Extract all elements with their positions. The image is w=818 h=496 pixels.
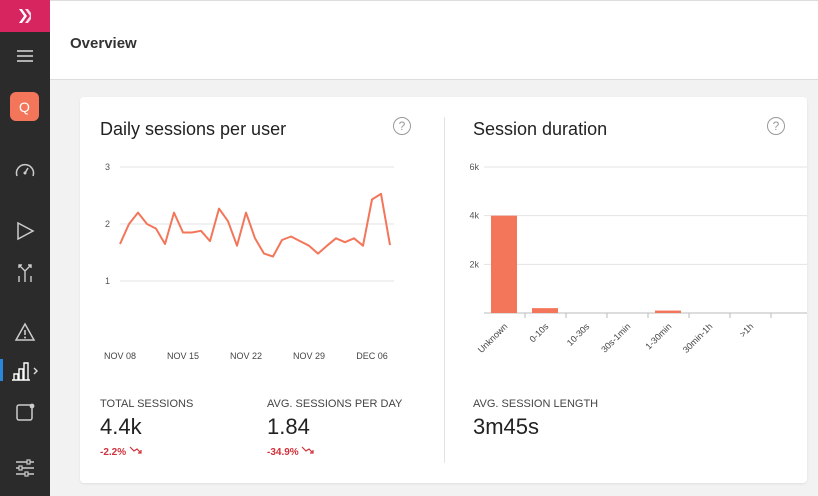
y-tick-label: 3	[105, 162, 110, 172]
avg-session-length-label: AVG. SESSION LENGTH	[473, 398, 599, 410]
x-tick-label: 1-30min	[643, 321, 673, 351]
daily-sessions-title: Daily sessions per user	[100, 119, 287, 139]
x-tick-label: NOV 22	[230, 351, 262, 361]
avatar[interactable]: Q	[10, 92, 39, 121]
top-bar: Overview	[50, 0, 818, 80]
y-tick-label: 6k	[469, 162, 479, 172]
x-tick-label: >1h	[738, 321, 756, 339]
active-indicator	[0, 359, 3, 381]
panel-icon[interactable]	[0, 397, 50, 427]
x-tick-label: 30s-1min	[599, 321, 632, 354]
logo-icon[interactable]	[0, 0, 50, 32]
split-icon[interactable]	[0, 258, 50, 288]
avg-sessions-change: -34.9%	[267, 445, 315, 458]
panel-divider	[444, 117, 445, 463]
menu-icon[interactable]	[0, 41, 50, 71]
series-line	[119, 192, 391, 258]
sidebar: Q	[0, 0, 50, 496]
y-tick-label: 2	[105, 219, 110, 229]
page-title: Overview	[70, 35, 137, 52]
avg-sessions-change-value: -34.9%	[267, 447, 299, 458]
bar	[655, 310, 681, 313]
sliders-icon[interactable]	[0, 453, 50, 483]
x-tick-label: NOV 15	[167, 351, 199, 361]
x-tick-label: 10-30s	[565, 321, 592, 348]
total-sessions-change-value: -2.2%	[100, 447, 127, 458]
trend-down-icon	[302, 446, 315, 454]
total-sessions-label: TOTAL SESSIONS	[100, 398, 194, 410]
overview-card: Daily sessions per user ? 1 2 3 NOV 08 NOV 1…	[80, 97, 807, 483]
avg-session-length-value: 3m45s	[473, 414, 540, 439]
x-tick-label: Unknown	[476, 321, 510, 355]
bar-chart-icon[interactable]	[0, 356, 50, 386]
bar	[532, 308, 558, 313]
y-tick-label: 1	[105, 276, 110, 286]
y-tick-label: 4k	[469, 211, 479, 221]
daily-sessions-chart: 1 2 3 NOV 08 NOV 15 NOV 22 NOV 29 DEC 06	[104, 162, 394, 361]
x-tick-label: NOV 08	[104, 351, 136, 361]
x-tick-label: NOV 29	[293, 351, 325, 361]
total-sessions-change: -2.2%	[100, 445, 143, 458]
help-icon[interactable]: ?	[767, 117, 785, 135]
play-icon[interactable]	[0, 216, 50, 246]
session-duration-title: Session duration	[473, 119, 608, 139]
x-tick-label: 0-10s	[527, 321, 550, 344]
x-tick-label: 30min-1h	[681, 321, 715, 355]
avatar-letter: Q	[19, 98, 30, 115]
x-tick-label: DEC 06	[356, 351, 388, 361]
speedometer-icon[interactable]	[0, 155, 50, 185]
avg-sessions-label: AVG. SESSIONS PER DAY	[267, 398, 403, 410]
y-tick-label: 2k	[469, 259, 479, 269]
avg-sessions-value: 1.84	[267, 414, 310, 439]
warning-icon[interactable]	[0, 317, 50, 347]
total-sessions-value: 4.4k	[100, 414, 142, 439]
bar	[491, 215, 517, 313]
help-icon[interactable]: ?	[393, 117, 411, 135]
trend-down-icon	[129, 446, 142, 454]
session-duration-chart: 2k 4k 6k Unknown 0-10s 10-30s 30s-1min 1-30min 3…	[469, 162, 807, 355]
